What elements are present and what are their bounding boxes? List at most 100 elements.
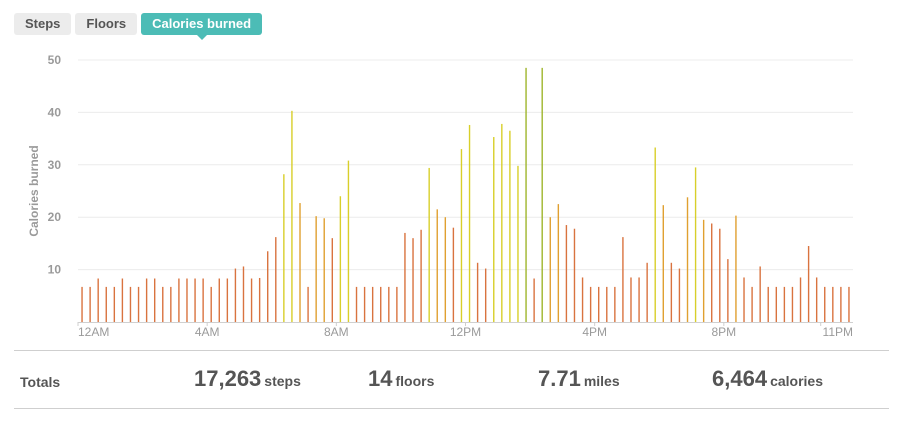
bar (848, 286, 850, 322)
bar (799, 277, 802, 322)
bar (299, 203, 301, 322)
bar (412, 238, 414, 322)
bar (614, 286, 616, 322)
bar (291, 110, 293, 322)
bar (444, 217, 447, 322)
total-calories-value: 6,464 (712, 366, 768, 391)
bar (694, 167, 697, 322)
total-floors: 14 floors (368, 366, 434, 392)
bar (283, 174, 285, 322)
x-tick-label: 12PM (450, 325, 481, 339)
bar (525, 67, 527, 322)
bar (775, 286, 778, 322)
totals-label: Totals (20, 374, 61, 390)
bar (242, 266, 245, 322)
chart-gridlines (78, 59, 853, 271)
bar (815, 277, 818, 322)
total-floors-value: 14 (368, 366, 393, 391)
bar (347, 160, 350, 322)
bar (226, 278, 229, 322)
y-tick-50: 50 (48, 53, 62, 67)
total-floors-unit: floors (395, 373, 435, 389)
bar (452, 227, 455, 322)
totals-top-divider (14, 350, 889, 351)
chart-bars (81, 67, 850, 323)
total-miles-value: 7.71 (538, 366, 581, 391)
bar (743, 277, 745, 322)
bar (218, 278, 220, 322)
x-tick-label: 8AM (324, 325, 349, 339)
tab-steps[interactable]: Steps (14, 13, 72, 35)
bar (541, 67, 543, 322)
total-steps: 17,263 steps (194, 366, 301, 392)
bar (751, 286, 753, 322)
bar (129, 286, 132, 322)
bar (371, 286, 374, 322)
bar (250, 278, 253, 322)
x-tick-label: 12AM (78, 325, 109, 339)
bar (81, 286, 83, 322)
bar (565, 225, 568, 322)
bar (113, 286, 116, 322)
bar (178, 278, 180, 322)
bar (735, 215, 737, 322)
bar (355, 286, 358, 322)
bar (832, 286, 834, 322)
bar (363, 286, 366, 322)
bar (97, 278, 99, 322)
bar (727, 259, 729, 322)
bar (517, 165, 519, 322)
bar (202, 278, 204, 322)
totals-bottom-divider (14, 408, 889, 409)
bar (654, 147, 656, 322)
tab-calories-burned[interactable]: Calories burned (141, 13, 263, 40)
bar (307, 286, 309, 322)
bar (234, 268, 237, 322)
bar (121, 278, 124, 322)
x-tick-label: 4PM (582, 325, 607, 339)
bar (501, 123, 503, 323)
bar (137, 286, 140, 322)
y-axis-label: Calories burned (27, 145, 41, 236)
y-axis-ticks: 10 20 30 40 50 (48, 53, 62, 277)
bar (380, 286, 382, 322)
tab-floors[interactable]: Floors (75, 13, 138, 35)
y-tick-40: 40 (48, 105, 62, 119)
bar (840, 286, 842, 322)
bar (162, 286, 164, 322)
bar (388, 286, 390, 322)
bar (824, 286, 826, 322)
bar (396, 286, 398, 322)
bar (436, 209, 438, 322)
bar (702, 219, 705, 322)
bar (662, 205, 664, 322)
bar (468, 124, 471, 322)
metric-tabs: Steps Floors Calories burned (14, 13, 263, 40)
bar (105, 286, 107, 322)
bar (606, 286, 608, 322)
bar (791, 286, 794, 322)
total-miles: 7.71 miles (538, 366, 620, 392)
bar (267, 251, 269, 322)
bar (145, 278, 148, 322)
bar (783, 286, 786, 322)
bar (153, 278, 156, 322)
bar (557, 204, 560, 322)
bar (711, 223, 713, 322)
bar (194, 278, 196, 322)
bar (460, 149, 463, 322)
bar (598, 286, 600, 322)
bar (170, 286, 172, 322)
bar (807, 246, 810, 322)
bar (339, 196, 342, 322)
bar (323, 218, 325, 322)
bar (275, 237, 277, 322)
bar (678, 268, 681, 322)
bar (186, 278, 188, 322)
y-tick-30: 30 (48, 158, 62, 172)
total-steps-value: 17,263 (194, 366, 262, 391)
bar (533, 278, 535, 322)
bar (581, 277, 584, 322)
bar (428, 167, 430, 322)
bar (476, 262, 479, 322)
